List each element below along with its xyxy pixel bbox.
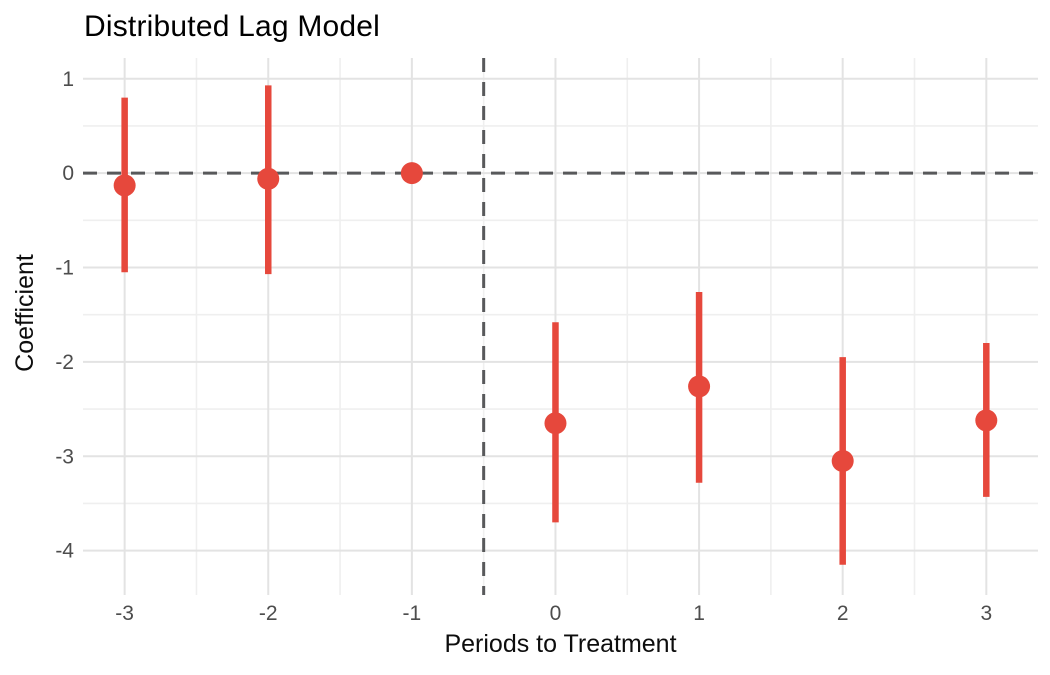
x-tick-label: 1 [693, 602, 705, 625]
y-tick-label: -4 [55, 540, 74, 563]
x-tick-label: -2 [259, 602, 278, 625]
y-tick-label: 1 [62, 68, 74, 91]
coefficient-point [400, 162, 423, 185]
y-tick-label: -1 [55, 257, 74, 280]
coefficient-point [975, 409, 998, 432]
x-tick-label: 2 [837, 602, 849, 625]
x-axis-title: Periods to Treatment [444, 630, 677, 658]
chart-title: Distributed Lag Model [84, 10, 381, 43]
x-tick-label: -3 [115, 602, 134, 625]
coefficient-point [113, 174, 136, 197]
coefficient-point [688, 375, 711, 398]
coefficient-point [544, 412, 567, 435]
x-tick-label: 0 [550, 602, 562, 625]
y-axis-title: Coefficient [11, 254, 39, 372]
x-tick-label: 3 [980, 602, 992, 625]
x-tick-label: -1 [403, 602, 422, 625]
y-tick-label: -3 [55, 445, 74, 468]
coefficient-point [831, 449, 854, 472]
y-tick-label: -2 [55, 351, 74, 374]
coefficient-point [257, 167, 280, 190]
y-tick-label: 0 [62, 162, 74, 185]
